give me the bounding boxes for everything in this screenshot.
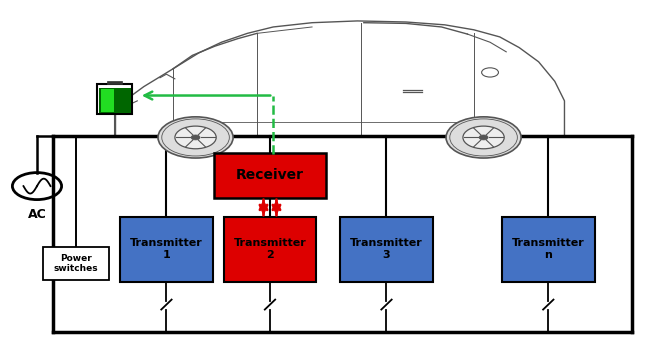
Text: Transmitter
3: Transmitter 3	[350, 238, 423, 260]
FancyBboxPatch shape	[101, 90, 114, 112]
FancyBboxPatch shape	[99, 88, 131, 113]
FancyBboxPatch shape	[120, 217, 213, 282]
FancyBboxPatch shape	[502, 217, 595, 282]
Text: Transmitter
1: Transmitter 1	[130, 238, 203, 260]
FancyBboxPatch shape	[97, 84, 133, 114]
FancyBboxPatch shape	[224, 217, 317, 282]
Text: Power
switches: Power switches	[54, 254, 98, 273]
FancyBboxPatch shape	[340, 217, 433, 282]
Circle shape	[446, 117, 521, 158]
Circle shape	[175, 126, 216, 149]
Text: Transmitter
n: Transmitter n	[512, 238, 584, 260]
FancyBboxPatch shape	[214, 153, 326, 198]
Circle shape	[158, 117, 233, 158]
FancyBboxPatch shape	[43, 247, 109, 280]
Text: Transmitter
2: Transmitter 2	[233, 238, 306, 260]
Text: Receiver: Receiver	[236, 169, 304, 183]
Circle shape	[191, 135, 200, 140]
Circle shape	[479, 135, 488, 140]
Circle shape	[463, 126, 504, 149]
Text: AC: AC	[27, 208, 46, 222]
FancyBboxPatch shape	[107, 81, 122, 84]
